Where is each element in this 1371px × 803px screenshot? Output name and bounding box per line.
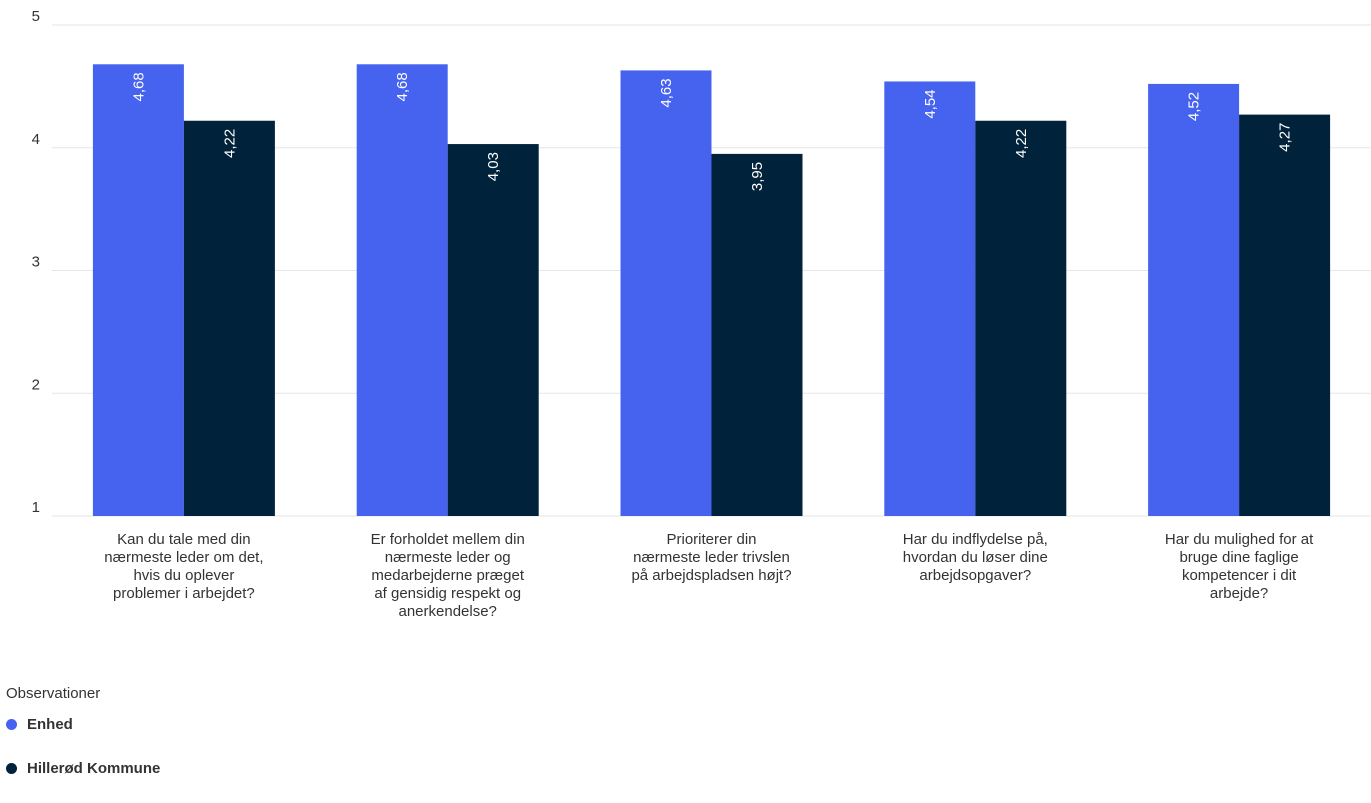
legend-dot-enhed xyxy=(6,718,17,730)
bar-hillerod-kommune[interactable] xyxy=(183,120,275,517)
y-tick-label: 2 xyxy=(32,376,40,393)
legend: Observationer Enhed Hillerød Kommune xyxy=(6,685,606,803)
y-tick-label: 3 xyxy=(32,254,40,271)
data-label: 4,52 xyxy=(1186,92,1203,121)
y-tick-label: 5 xyxy=(32,8,40,25)
bar-enhed[interactable] xyxy=(620,70,712,516)
y-tick-label: 1 xyxy=(32,499,40,516)
legend-title: Observationer xyxy=(6,685,101,702)
bar-hillerod-kommune[interactable] xyxy=(711,153,803,516)
bar-hillerod-kommune[interactable] xyxy=(975,120,1067,517)
x-category-label: Prioriterer din nærmeste leder trivslen på… xyxy=(631,531,791,584)
legend-dot-hillerod-kommune xyxy=(6,762,17,774)
x-category-label: Er forholdet mellem din nærmeste leder og… xyxy=(371,531,525,620)
data-label: 3,95 xyxy=(749,162,766,191)
bar-hillerod-kommune[interactable] xyxy=(447,144,539,516)
bar-enhed[interactable] xyxy=(884,81,976,516)
data-labels: 4,68 4,22 4,68 4,03 4,63 3,95 4,54 4,22 4,52 4,27 xyxy=(130,72,1293,191)
legend-item-hillerod-kommune[interactable]: Hillerød Kommune xyxy=(6,759,606,777)
bar-hillerod-kommune[interactable] xyxy=(1239,114,1331,517)
y-tick-label: 4 xyxy=(32,131,40,148)
legend-label-enhed: Enhed xyxy=(27,715,73,733)
data-label: 4,68 xyxy=(394,72,411,101)
x-axis-labels: Kan du tale med din nærmeste leder om det… xyxy=(104,531,1314,620)
y-axis-ticks: 1 2 3 4 5 xyxy=(32,8,40,516)
data-label: 4,63 xyxy=(658,78,675,107)
legend-item-enhed[interactable]: Enhed xyxy=(6,715,606,733)
data-label: 4,22 xyxy=(221,129,238,158)
data-label: 4,22 xyxy=(1013,129,1030,158)
bar-enhed[interactable] xyxy=(356,64,448,516)
data-label: 4,68 xyxy=(130,72,147,101)
bar-enhed[interactable] xyxy=(92,64,184,516)
x-category-label: Har du mulighed for at bruge dine faglige… xyxy=(1165,531,1314,602)
legend-label-hillerod-kommune: Hillerød Kommune xyxy=(27,759,161,777)
bars xyxy=(92,64,1331,517)
x-category-label: Har du indflydelse på, hvordan du løser d… xyxy=(903,531,1048,584)
data-label: 4,27 xyxy=(1277,123,1294,152)
bar-enhed[interactable] xyxy=(1148,83,1240,517)
data-label: 4,03 xyxy=(485,152,502,181)
data-label: 4,54 xyxy=(922,89,939,118)
x-category-label: Kan du tale med din nærmeste leder om det… xyxy=(104,531,263,602)
